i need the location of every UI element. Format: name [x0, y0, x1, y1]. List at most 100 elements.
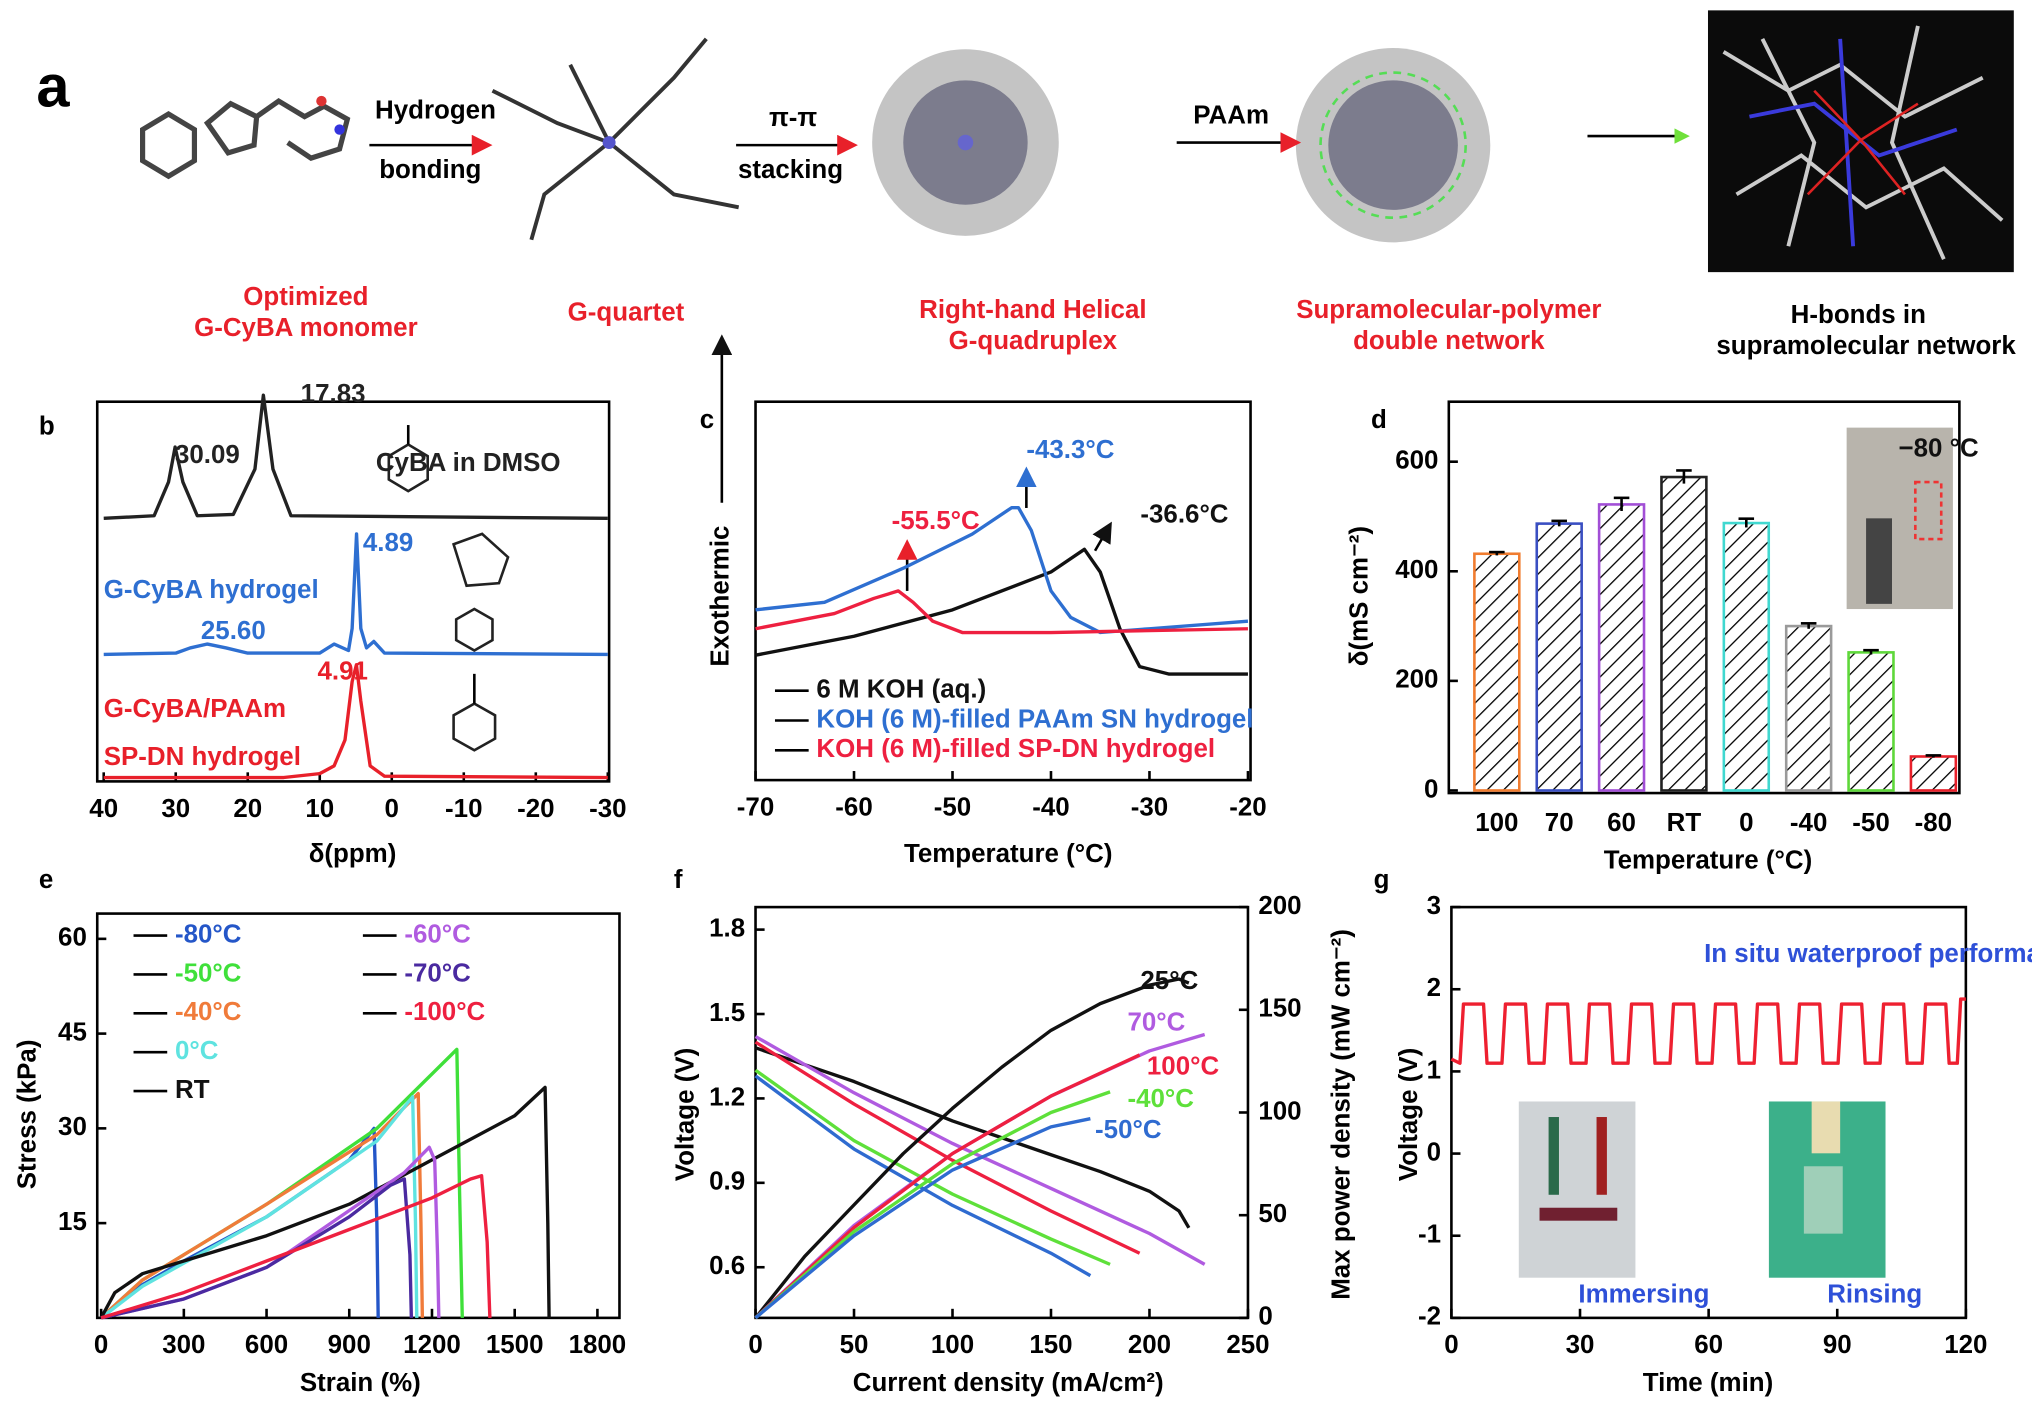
stage-label: G-quartet — [568, 298, 685, 326]
y-tick-label: 15 — [58, 1208, 87, 1236]
x-tick-label: -60 — [835, 793, 872, 821]
legend-label: -70°C — [404, 959, 471, 987]
molecule-double-network — [1295, 47, 1491, 243]
line-series — [103, 532, 608, 657]
y-tick-label: 1.2 — [709, 1083, 745, 1111]
error-bar — [1863, 648, 1879, 655]
y-axis-label: δ(mS cm⁻²) — [1346, 526, 1374, 666]
line-series — [99, 1085, 551, 1319]
y-tick-label: 1 — [1427, 1056, 1441, 1084]
x-tick-label: -10 — [445, 795, 482, 823]
series-label: -40°C — [1127, 1085, 1194, 1113]
molecule-quadruplex — [872, 49, 1059, 236]
annotation: 25.60 — [201, 617, 266, 645]
x-tick-label: 200 — [1128, 1331, 1171, 1359]
x-tick-label: -20 — [1229, 793, 1266, 821]
panel-letter: d — [1371, 406, 1387, 434]
stage-label: G-quadruplex — [949, 327, 1118, 355]
x-tick-label: 30 — [161, 795, 190, 823]
legend-label: 0°C — [175, 1037, 218, 1065]
plot-frame — [95, 912, 621, 1320]
y-tick-label: 600 — [1395, 447, 1438, 475]
line-series — [100, 1095, 419, 1320]
x-tick-label: -40 — [1790, 809, 1827, 837]
x-tick-label: 100 — [1475, 809, 1518, 837]
x-tick-label: 600 — [245, 1331, 288, 1359]
x-tick-label: -40 — [1032, 793, 1069, 821]
x-tick-label: 50 — [840, 1331, 869, 1359]
y-axis-label: Voltage (V) — [1395, 1048, 1423, 1181]
x-axis-label: Time (min) — [1643, 1369, 1774, 1397]
annotation: Rinsing — [1827, 1281, 1922, 1309]
legend-label: 6 M KOH (aq.) — [816, 676, 986, 704]
stage-label: H-bonds in — [1791, 301, 1926, 329]
line-series — [100, 1174, 492, 1320]
y-tick-label: 60 — [58, 924, 87, 952]
panel-letter: b — [39, 412, 55, 440]
legend-label: -40°C — [175, 998, 242, 1026]
x-tick-label: 40 — [89, 795, 118, 823]
stage-label: Optimized — [243, 283, 368, 311]
photo — [1518, 1101, 1886, 1278]
arrow-label: bonding — [379, 156, 481, 184]
annotation: −80 °C — [1898, 435, 1978, 463]
x-tick-label: 120 — [1944, 1331, 1987, 1359]
arrow-label: π-π — [769, 104, 817, 132]
arrow-label: stacking — [738, 156, 843, 184]
line-series — [103, 393, 608, 521]
y-tick-label: 200 — [1395, 666, 1438, 694]
arrow — [1092, 521, 1112, 552]
arrow-label: PAAm — [1193, 101, 1269, 129]
y2-tick-label: 0 — [1258, 1303, 1272, 1331]
stage-label: double network — [1353, 327, 1545, 355]
line-series — [100, 1145, 441, 1320]
annotation: 4.89 — [363, 529, 413, 557]
x-tick-label: 1800 — [569, 1331, 627, 1359]
legend-label: -60°C — [404, 920, 471, 948]
x-tick-label: -30 — [589, 795, 626, 823]
plot-frame — [95, 400, 611, 783]
y-tick-label: 30 — [58, 1113, 87, 1141]
x-tick-label: -50 — [1852, 809, 1889, 837]
line-series — [1450, 997, 1966, 1065]
line-series — [99, 1091, 425, 1320]
line-series — [755, 547, 1248, 676]
x-tick-label: -70 — [737, 793, 774, 821]
line-series — [754, 1074, 1092, 1278]
bar — [1473, 552, 1521, 792]
legend-label: KOH (6 M)-filled SP-DN hydrogel — [816, 735, 1215, 763]
x-axis-label: Temperature (°C) — [904, 840, 1113, 868]
series-label: G-CyBA/PAAm — [104, 695, 286, 723]
plot-frame — [1447, 400, 1961, 795]
bar — [1535, 522, 1583, 792]
error-bar — [1613, 496, 1630, 512]
x-tick-label: 250 — [1226, 1331, 1269, 1359]
y-tick-label: 1.5 — [709, 999, 745, 1027]
network-photo — [1707, 10, 2014, 273]
x-tick-label: 0 — [385, 795, 399, 823]
y2-tick-label: 50 — [1258, 1200, 1287, 1228]
x-tick-label: 1500 — [486, 1331, 544, 1359]
line-series — [100, 1177, 414, 1320]
legend-label: -50°C — [175, 959, 242, 987]
structure — [387, 425, 510, 752]
x-tick-label: 100 — [931, 1331, 974, 1359]
legend-label: KOH (6 M)-filled PAAm SN hydrogel — [816, 705, 1253, 733]
error-bar — [1676, 469, 1692, 484]
molecule-g-quartet — [491, 37, 740, 241]
bar — [1847, 651, 1895, 792]
line-series — [754, 1035, 1206, 1266]
stage-label: Right-hand Helical — [919, 296, 1146, 324]
y-tick-label: 400 — [1395, 556, 1438, 584]
arrow-label: Hydrogen — [375, 96, 496, 124]
stage-label: Supramolecular-polymer — [1296, 296, 1601, 324]
error-bar — [1925, 754, 1942, 758]
line-series — [754, 1053, 1141, 1320]
inset-photo — [1846, 427, 1953, 610]
x-tick-label: -30 — [1131, 793, 1168, 821]
error-bar — [1738, 517, 1755, 528]
x-tick-label: 60 — [1694, 1331, 1723, 1359]
y2-tick-label: 100 — [1258, 1097, 1301, 1125]
x-tick-label: -50 — [934, 793, 971, 821]
y-tick-label: 0 — [1424, 775, 1438, 803]
